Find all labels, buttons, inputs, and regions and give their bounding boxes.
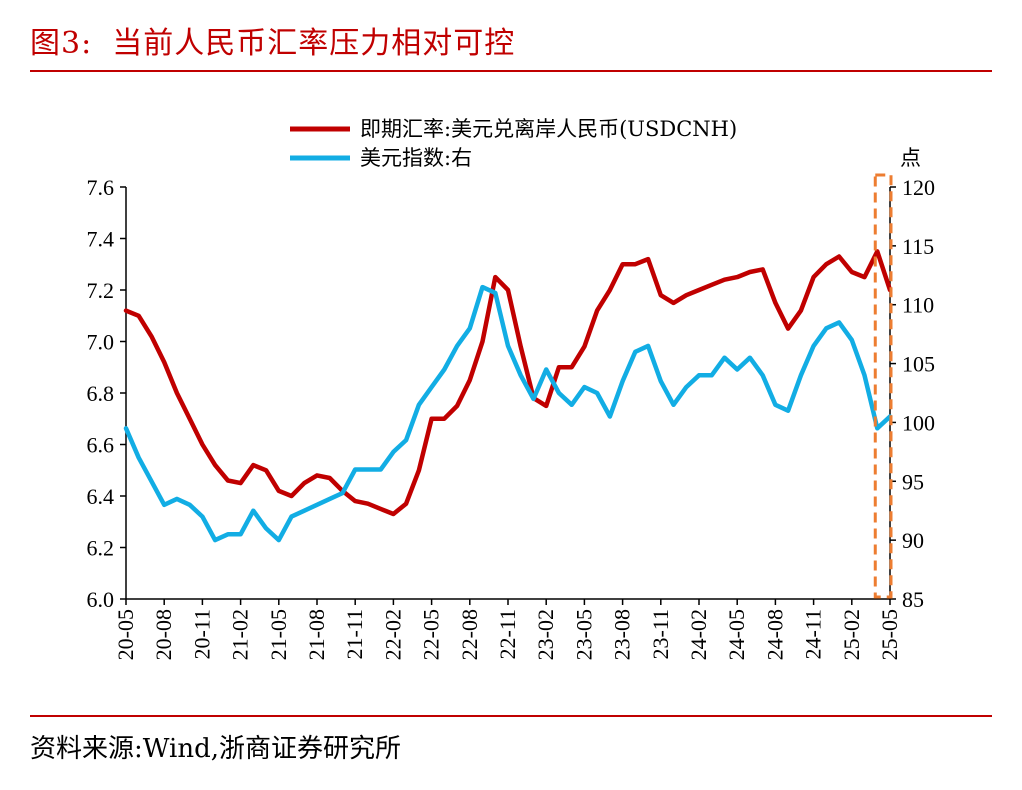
right-tick-label: 105 (902, 352, 935, 377)
x-tick-label: 20-05 (113, 609, 138, 660)
x-tick-label: 21-11 (342, 609, 367, 660)
source-note: 资料来源:Wind,浙商证券研究所 (30, 734, 401, 764)
x-tick-label: 20-08 (151, 609, 176, 660)
left-tick-label: 6.0 (87, 587, 115, 612)
dxy-series-line (123, 284, 893, 543)
right-tick-label: 100 (902, 410, 935, 435)
figure-title-text: 当前人民币汇率压力相对可控 (112, 26, 516, 61)
x-tick-label: 23-08 (610, 609, 635, 660)
right-tick-label: 110 (902, 293, 934, 318)
figure-label: 图3: (30, 26, 93, 61)
title-divider (30, 70, 992, 72)
legend-dxy-label: 美元指数:右 (360, 146, 472, 170)
left-tick-label: 7.2 (87, 278, 115, 303)
x-tick-label: 22-08 (457, 609, 482, 660)
x-tick-label: 23-05 (571, 609, 596, 660)
left-tick-label: 6.4 (87, 484, 115, 509)
legend-usdcnh-label: 即期汇率:美元兑离岸人民币(USDCNH) (360, 117, 737, 141)
x-tick-label: 24-05 (724, 609, 749, 660)
x-tick-label: 23-02 (533, 609, 558, 660)
x-tick-label: 22-11 (495, 609, 520, 660)
x-tick-label: 24-08 (762, 609, 787, 660)
left-tick-label: 7.6 (87, 175, 115, 200)
x-tick-label: 25-02 (839, 609, 864, 660)
x-tick-label: 21-05 (266, 609, 291, 660)
right-tick-label: 95 (902, 469, 924, 494)
x-tick-label: 24-11 (801, 609, 826, 660)
left-tick-label: 7.4 (87, 227, 115, 252)
left-tick-label: 7.0 (87, 330, 115, 355)
x-tick-label: 22-05 (419, 609, 444, 660)
left-tick-label: 6.2 (87, 536, 115, 561)
x-tick-label: 23-11 (648, 609, 673, 660)
left-tick-label: 6.6 (87, 433, 115, 458)
left-tick-label: 6.8 (87, 381, 115, 406)
x-tick-label: 25-05 (877, 609, 902, 660)
x-tick-label: 21-08 (304, 609, 329, 660)
x-tick-label: 21-02 (228, 609, 253, 660)
highlight-box (873, 173, 893, 599)
source-divider (30, 715, 992, 717)
figure-title: 图3: 当前人民币汇率压力相对可控 (30, 18, 515, 62)
right-tick-label: 85 (902, 587, 924, 612)
x-tick-label: 24-02 (686, 609, 711, 660)
x-tick-label: 22-02 (380, 609, 405, 660)
right-axis-unit: 点 (900, 146, 921, 170)
right-tick-label: 90 (902, 528, 924, 553)
usdcnh-series-line (123, 249, 893, 517)
right-tick-label: 120 (902, 175, 935, 200)
right-tick-label: 115 (902, 234, 934, 259)
x-tick-label: 20-11 (189, 609, 214, 660)
